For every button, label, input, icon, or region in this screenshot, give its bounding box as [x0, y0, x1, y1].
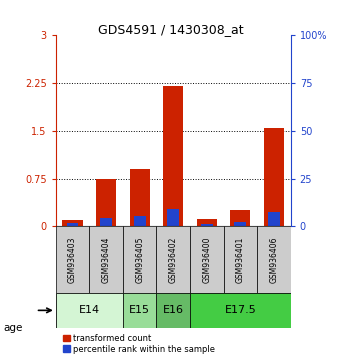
Bar — [123, 293, 156, 327]
Text: GSM936405: GSM936405 — [135, 236, 144, 283]
Bar — [56, 293, 123, 327]
Text: GSM936402: GSM936402 — [169, 236, 178, 283]
Text: E15: E15 — [129, 306, 150, 315]
Bar — [89, 226, 123, 293]
Bar — [96, 179, 116, 226]
Bar — [63, 220, 82, 226]
Text: E17.5: E17.5 — [224, 306, 256, 315]
Bar — [156, 293, 190, 327]
Text: E16: E16 — [163, 306, 184, 315]
Text: GSM936406: GSM936406 — [269, 236, 279, 283]
Bar — [56, 226, 89, 293]
Bar — [230, 210, 250, 226]
Bar — [190, 226, 223, 293]
Bar — [156, 226, 190, 293]
Bar — [257, 226, 291, 293]
Text: GSM936401: GSM936401 — [236, 236, 245, 283]
Bar — [268, 212, 280, 226]
Bar — [129, 169, 150, 226]
Bar — [167, 209, 179, 226]
Text: GDS4591 / 1430308_at: GDS4591 / 1430308_at — [98, 23, 243, 36]
Bar — [100, 218, 112, 226]
Bar — [235, 222, 246, 226]
Bar — [163, 86, 183, 226]
Bar — [190, 293, 291, 327]
Text: GSM936400: GSM936400 — [202, 236, 211, 283]
Text: age: age — [3, 323, 23, 333]
Bar — [201, 224, 213, 226]
Bar — [264, 128, 284, 226]
Text: E14: E14 — [79, 306, 100, 315]
Bar — [123, 226, 156, 293]
Bar — [134, 216, 146, 226]
Text: GSM936404: GSM936404 — [102, 236, 111, 283]
Bar — [67, 223, 78, 226]
Legend: transformed count, percentile rank within the sample: transformed count, percentile rank withi… — [60, 331, 219, 354]
Bar — [223, 226, 257, 293]
Bar — [197, 219, 217, 226]
Text: GSM936403: GSM936403 — [68, 236, 77, 283]
